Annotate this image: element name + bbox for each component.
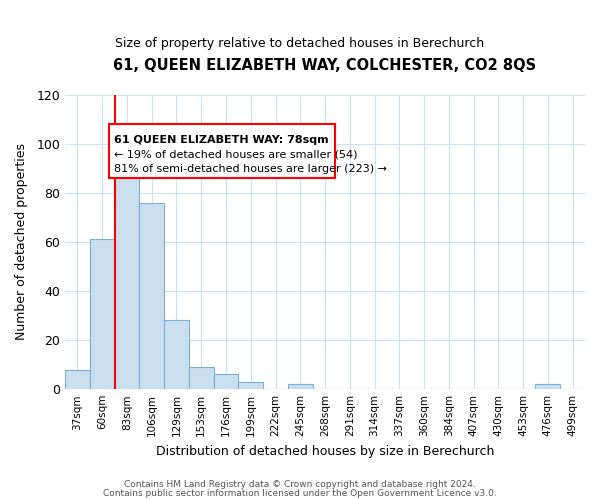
- Bar: [238, 382, 263, 389]
- Y-axis label: Number of detached properties: Number of detached properties: [15, 144, 28, 340]
- Bar: [189, 367, 214, 389]
- Text: Contains HM Land Registry data © Crown copyright and database right 2024.: Contains HM Land Registry data © Crown c…: [124, 480, 476, 489]
- Bar: [139, 202, 164, 389]
- FancyBboxPatch shape: [109, 124, 335, 178]
- Bar: [115, 166, 139, 389]
- Bar: [288, 384, 313, 389]
- Bar: [65, 370, 90, 389]
- X-axis label: Distribution of detached houses by size in Berechurch: Distribution of detached houses by size …: [156, 444, 494, 458]
- Bar: [214, 374, 238, 389]
- Text: Contains public sector information licensed under the Open Government Licence v3: Contains public sector information licen…: [103, 490, 497, 498]
- Bar: [535, 384, 560, 389]
- Bar: [90, 240, 115, 389]
- Text: 61 QUEEN ELIZABETH WAY: 78sqm: 61 QUEEN ELIZABETH WAY: 78sqm: [115, 135, 329, 145]
- Bar: [164, 320, 189, 389]
- Text: 81% of semi-detached houses are larger (223) →: 81% of semi-detached houses are larger (…: [115, 164, 388, 173]
- Text: ← 19% of detached houses are smaller (54): ← 19% of detached houses are smaller (54…: [115, 149, 358, 159]
- Text: Size of property relative to detached houses in Berechurch: Size of property relative to detached ho…: [115, 38, 485, 51]
- Title: 61, QUEEN ELIZABETH WAY, COLCHESTER, CO2 8QS: 61, QUEEN ELIZABETH WAY, COLCHESTER, CO2…: [113, 58, 536, 72]
